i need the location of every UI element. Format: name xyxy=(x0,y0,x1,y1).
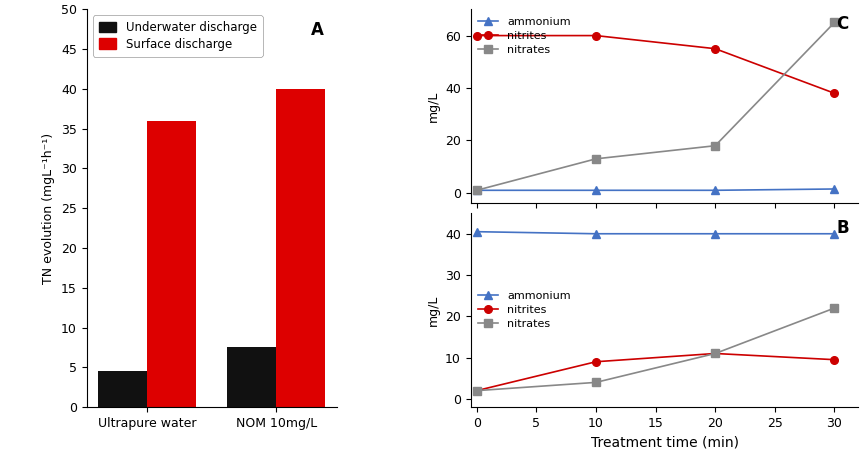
ammonium xyxy=(590,231,601,236)
nitrates xyxy=(472,388,482,394)
ammonium xyxy=(710,188,720,193)
Text: B: B xyxy=(836,219,849,237)
nitrites xyxy=(472,388,482,394)
Legend: ammonium, nitrites, nitrates: ammonium, nitrites, nitrates xyxy=(474,13,576,59)
nitrates xyxy=(472,188,482,193)
ammonium xyxy=(710,231,720,236)
nitrates xyxy=(590,156,601,161)
ammonium xyxy=(472,188,482,193)
Bar xyxy=(277,89,325,407)
nitrites xyxy=(590,33,601,38)
Bar xyxy=(147,121,196,407)
nitrates xyxy=(710,351,720,356)
Line: ammonium: ammonium xyxy=(473,228,838,238)
ammonium xyxy=(829,231,839,236)
Legend: ammonium, nitrites, nitrates: ammonium, nitrites, nitrates xyxy=(474,287,576,334)
nitrites xyxy=(710,46,720,51)
Y-axis label: mg/L: mg/L xyxy=(427,294,440,326)
Text: A: A xyxy=(311,21,324,39)
ammonium xyxy=(829,186,839,192)
nitrates xyxy=(590,380,601,385)
ammonium xyxy=(590,188,601,193)
Line: nitrates: nitrates xyxy=(473,19,838,194)
ammonium xyxy=(472,229,482,234)
nitrates xyxy=(710,143,720,148)
nitrites xyxy=(829,357,839,363)
Line: nitrites: nitrites xyxy=(473,32,838,97)
nitrites xyxy=(710,351,720,356)
X-axis label: Treatment time (min): Treatment time (min) xyxy=(590,219,739,233)
Y-axis label: mg/L: mg/L xyxy=(427,91,440,122)
nitrites xyxy=(590,359,601,365)
Line: nitrates: nitrates xyxy=(473,304,838,395)
Line: ammonium: ammonium xyxy=(473,185,838,194)
Y-axis label: TN evolution (mgL⁻¹h⁻¹): TN evolution (mgL⁻¹h⁻¹) xyxy=(42,133,55,284)
X-axis label: Treatment time (min): Treatment time (min) xyxy=(590,435,739,449)
Bar xyxy=(98,372,147,407)
Text: C: C xyxy=(837,15,849,33)
nitrates xyxy=(829,20,839,25)
Legend: Underwater discharge, Surface discharge: Underwater discharge, Surface discharge xyxy=(93,15,263,57)
nitrates xyxy=(829,305,839,311)
nitrites xyxy=(829,90,839,96)
nitrites xyxy=(472,33,482,38)
Bar xyxy=(227,347,277,407)
Line: nitrites: nitrites xyxy=(473,350,838,395)
